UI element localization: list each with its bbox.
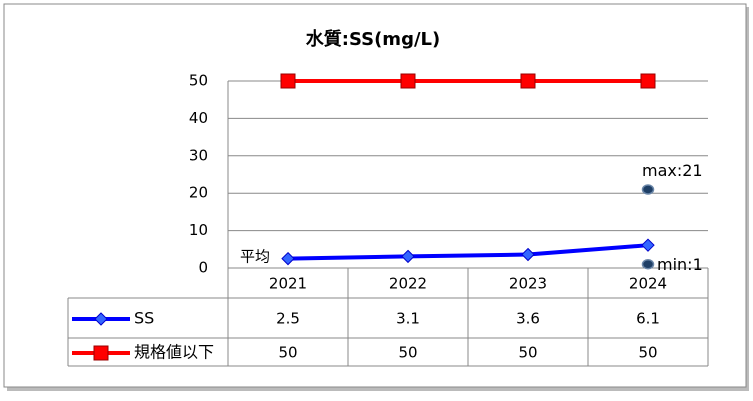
marker <box>280 73 296 89</box>
y-tick-label: 10 <box>189 221 208 239</box>
y-tick-label: 20 <box>189 184 208 202</box>
marker <box>521 247 535 262</box>
annotation-label: min:1 <box>657 255 703 274</box>
chart-title: 水質:SS(mg/L) <box>306 28 440 50</box>
legend-marker <box>94 312 108 326</box>
x-tick-label: 2024 <box>629 275 667 293</box>
marker <box>400 73 416 89</box>
y-tick-label: 30 <box>189 146 208 164</box>
y-tick-label: 0 <box>198 259 208 277</box>
marker <box>401 249 415 264</box>
annotation-point <box>641 184 655 195</box>
y-tick-label: 50 <box>189 72 208 90</box>
annotation-point <box>641 259 655 270</box>
y-tick-label: 40 <box>189 109 208 127</box>
marker <box>281 251 295 266</box>
table-value: 2.5 <box>276 310 300 328</box>
table-value: 50 <box>638 344 657 362</box>
x-tick-label: 2021 <box>269 275 307 293</box>
legend-label: SS <box>134 309 154 328</box>
marker <box>520 73 536 89</box>
annotation-label: 平均 <box>240 248 270 266</box>
chart-frame <box>3 3 747 388</box>
x-tick-label: 2023 <box>509 275 547 293</box>
annotation-label: max:21 <box>642 161 703 180</box>
table-value: 6.1 <box>636 310 660 328</box>
table-value: 3.1 <box>396 310 420 328</box>
table-value: 50 <box>518 344 537 362</box>
table-value: 50 <box>398 344 417 362</box>
marker <box>641 238 655 252</box>
marker <box>640 73 656 89</box>
table-value: 3.6 <box>516 310 540 328</box>
legend-marker <box>93 345 109 361</box>
series-line <box>287 243 649 261</box>
legend-label: 規格値以下 <box>134 343 214 362</box>
table-value: 50 <box>278 344 297 362</box>
x-tick-label: 2022 <box>389 275 427 293</box>
